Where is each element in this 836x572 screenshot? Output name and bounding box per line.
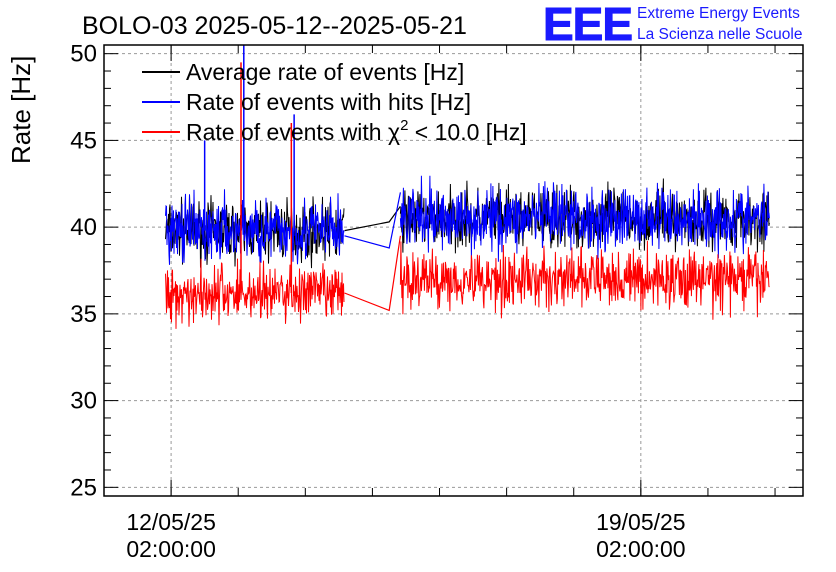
- chart-title: BOLO-03 2025-05-12--2025-05-21: [82, 12, 467, 40]
- y-tick-label: 40: [70, 214, 97, 241]
- y-tick-label: 50: [70, 41, 97, 68]
- series-line: [399, 175, 770, 262]
- legend-entry: Rate of events with χ2 < 10.0 [Hz]: [186, 117, 527, 145]
- y-tick-label: 35: [70, 301, 97, 328]
- eee-logo: EEE Extreme Energy Events La Scienza nel…: [543, 0, 803, 51]
- logo-line-1: Extreme Energy Events: [637, 5, 800, 22]
- y-tick-label: 30: [70, 388, 97, 415]
- series: [165, 62, 770, 329]
- y-axis-label: Rate [Hz]: [6, 56, 36, 164]
- series-line: [399, 240, 770, 320]
- series-gap-line: [344, 235, 401, 312]
- x-tick-label: 02:00:00: [596, 536, 686, 562]
- data-series: [165, 45, 770, 329]
- logo-line-2: La Scienza nelle Scuole: [637, 26, 802, 43]
- axes: 25303540455012/05/2502:00:0019/05/2502:0…: [70, 41, 804, 562]
- series: [165, 45, 770, 265]
- legend: Average rate of events [Hz] Rate of event…: [142, 59, 527, 145]
- y-tick-label: 25: [70, 474, 97, 501]
- x-tick-label: 12/05/25: [126, 509, 216, 535]
- legend-entry: Average rate of events [Hz]: [186, 59, 464, 85]
- logo-letters: EEE: [543, 0, 632, 50]
- plot-frame: [103, 44, 804, 497]
- series-line: [165, 189, 345, 265]
- legend-entry: Rate of events with hits [Hz]: [186, 89, 471, 115]
- x-tick-label: 19/05/25: [596, 509, 686, 535]
- y-tick-label: 45: [70, 127, 97, 154]
- x-tick-label: 02:00:00: [126, 536, 216, 562]
- series-gap-line: [344, 192, 401, 249]
- series-line: [165, 258, 345, 329]
